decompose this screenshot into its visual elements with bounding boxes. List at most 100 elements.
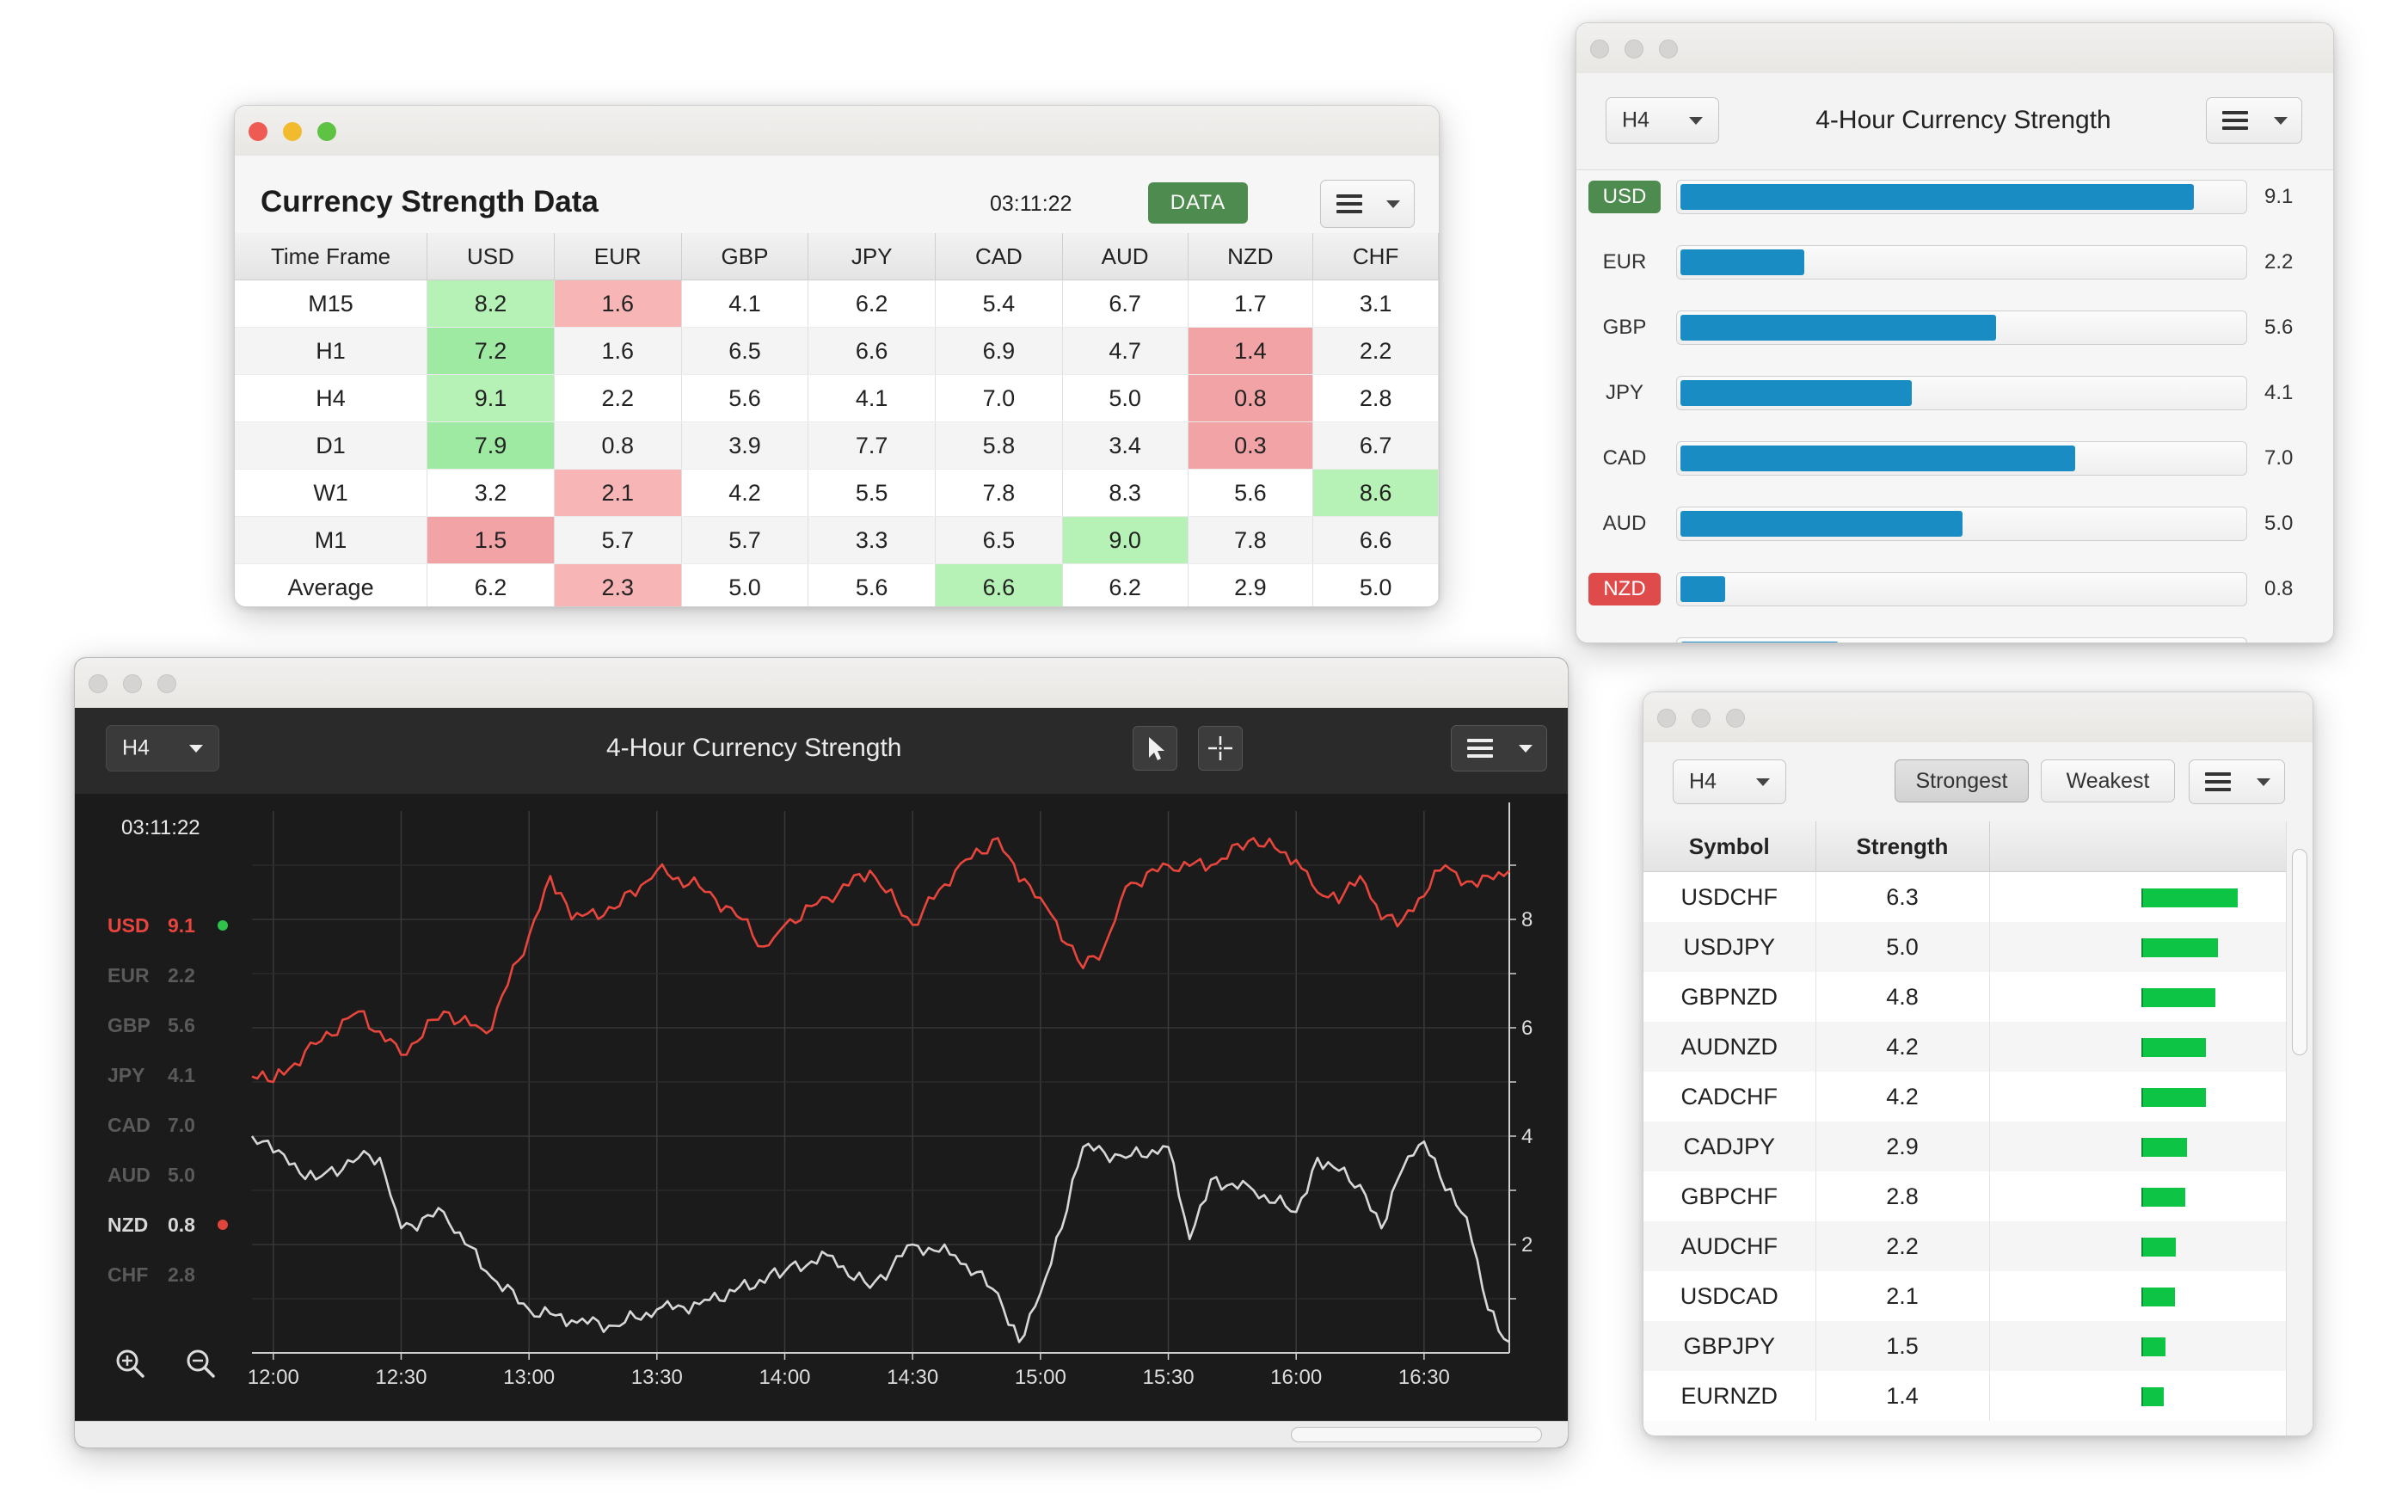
strength-cell: 9.1 [427,374,555,422]
hamburger-icon [1336,194,1362,213]
column-header[interactable]: JPY [808,233,937,280]
menu-button[interactable] [2206,97,2302,144]
zoom-out-icon[interactable] [183,1346,218,1380]
symbol-cell: CADCHF [1643,1072,1816,1122]
table-row: Average 6.2 2.3 5.0 5.6 6.6 6.2 2.9 5.0 [235,563,1439,606]
column-header[interactable]: Strength [1815,821,1990,872]
table-row[interactable]: AUDCHF 2.2 [1643,1221,2288,1271]
legend-item[interactable]: AUD 5.0 [108,1164,195,1187]
x-tick-label: 13:00 [503,1366,555,1389]
legend-item[interactable]: NZD 0.8 [108,1214,228,1237]
minimize-window-button[interactable] [1625,40,1643,58]
table-row[interactable]: GBPJPY 1.5 [1643,1321,2288,1371]
legend-item[interactable]: JPY 4.1 [108,1064,195,1087]
scrollbar-thumb[interactable] [1291,1427,1542,1442]
strength-cell: 9.0 [1062,516,1189,564]
timeframe-value: H4 [122,735,150,760]
column-header[interactable]: GBP [681,233,809,280]
chevron-down-icon [1689,117,1703,125]
strength-bar-row: CAD 7.0 [1576,429,2333,488]
strength-cell: 1.5 [1815,1321,1990,1371]
legend-item[interactable]: CAD 7.0 [108,1114,195,1137]
strength-cell: 2.8 [1815,1171,1990,1221]
timeframe-select[interactable]: H4 [106,725,219,771]
window-titlebar[interactable] [1576,23,2333,74]
close-window-button[interactable] [1657,709,1676,728]
legend-item[interactable]: USD 9.1 [108,914,228,937]
window-titlebar[interactable] [75,658,1568,709]
strength-cell: 5.0 [1312,563,1439,606]
minimize-window-button[interactable] [123,674,142,693]
timeframe-value: H4 [1689,769,1717,794]
vertical-scrollbar[interactable] [2286,821,2313,1435]
line-chart[interactable]: 12:00 12:30 13:00 13:30 14:00 14:30 15:00 15:30… [75,794,1568,1422]
minimize-window-button[interactable] [283,122,302,141]
currency-label: JPY [1605,381,1643,404]
strength-cell: 1.5 [427,516,555,564]
weakest-toggle-button[interactable]: Weakest [2041,759,2175,802]
strongest-toggle-button[interactable]: Strongest [1895,759,2029,802]
crosshair-tool-button[interactable] [1198,726,1243,771]
column-header[interactable]: USD [427,233,555,280]
strength-bar-cell [1989,1171,2288,1221]
legend-dot-icon [218,1220,228,1230]
column-header[interactable] [1989,821,2288,872]
legend-item[interactable]: CHF 2.8 [108,1263,195,1287]
strength-cell: 5.8 [935,421,1063,470]
bars-header-bar: H4 4-Hour Currency Strength [1576,73,2333,170]
legend-item[interactable]: GBP 5.6 [108,1014,195,1037]
zoom-window-button[interactable] [1726,709,1745,728]
data-button[interactable]: DATA [1148,182,1248,224]
zoom-in-icon[interactable] [113,1346,147,1380]
symbol-cell: GBPCHF [1643,1171,1816,1221]
column-header[interactable]: CHF [1312,233,1439,280]
strength-cell: 1.4 [1188,327,1314,375]
menu-button[interactable] [1451,725,1547,771]
legend-currency: GBP [108,1014,150,1036]
close-window-button[interactable] [89,674,108,693]
close-window-button[interactable] [1590,40,1609,58]
table-row[interactable]: USDCAD 2.1 [1643,1271,2288,1321]
close-window-button[interactable] [249,122,267,141]
table-row: H4 9.1 2.2 5.6 4.1 7.0 5.0 0.8 2.8 [235,374,1439,422]
table-row[interactable]: CADCHF 4.2 [1643,1072,2288,1122]
column-header[interactable]: NZD [1188,233,1314,280]
zoom-window-button[interactable] [1659,40,1678,58]
table-row[interactable]: CADJPY 2.9 [1643,1122,2288,1171]
y-tick-label: 2 [1521,1233,1533,1257]
table-row[interactable]: EURNZD 1.4 [1643,1371,2288,1421]
zoom-window-button[interactable] [317,122,336,141]
table-row[interactable]: GBPNZD 4.8 [1643,972,2288,1022]
legend-dot-icon [218,920,228,931]
strength-cell: 8.6 [1312,469,1439,517]
column-header[interactable]: Symbol [1643,821,1816,872]
table-row[interactable]: USDCHF 6.3 [1643,871,2288,922]
chart-area[interactable]: 03:11:22 USD 9.1 EUR 2.2 GBP 5.6 JPY 4.1 CAD 7.0 A… [75,794,1568,1422]
strength-bar-fill [1680,315,1996,341]
strength-cell: 5.0 [1815,922,1990,972]
strength-cell: 8.2 [427,280,555,328]
table-row[interactable]: USDJPY 5.0 [1643,922,2288,972]
column-header[interactable]: EUR [554,233,682,280]
legend-item[interactable]: EUR 2.2 [108,964,195,987]
column-header[interactable]: AUD [1062,233,1189,280]
zoom-window-button[interactable] [157,674,176,693]
menu-button[interactable] [1320,180,1415,228]
currency-strength-table: Time Frame USD EUR GBP JPY CAD AUD NZD CHF M15 8.… [235,233,1439,606]
window-titlebar[interactable] [235,106,1439,157]
menu-button[interactable] [2189,759,2285,804]
column-header[interactable]: CAD [935,233,1063,280]
strength-bar-fill [1680,380,1912,406]
column-header[interactable]: Time Frame [235,233,428,280]
minimize-window-button[interactable] [1692,709,1711,728]
table-row[interactable]: GBPCHF 2.8 [1643,1171,2288,1221]
pointer-tool-button[interactable] [1133,726,1177,771]
timeframe-select[interactable]: H4 [1606,97,1719,144]
strength-bar-cell [1989,1221,2288,1271]
table-row[interactable]: AUDNZD 4.2 [1643,1022,2288,1072]
horizontal-scrollbar[interactable] [75,1421,1568,1447]
timeframe-cell: H1 [235,327,428,375]
timeframe-select[interactable]: H4 [1673,759,1786,804]
scrollbar-thumb[interactable] [2292,849,2307,1055]
window-titlebar[interactable] [1643,692,2313,743]
